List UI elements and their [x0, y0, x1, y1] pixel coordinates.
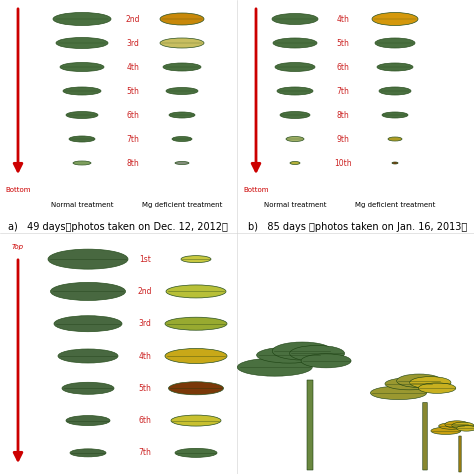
Text: Normal treatment: Normal treatment [51, 202, 113, 208]
Ellipse shape [431, 427, 461, 435]
Text: 4th: 4th [337, 15, 349, 24]
Text: 3rd: 3rd [127, 38, 139, 47]
Text: 6th: 6th [127, 110, 139, 119]
FancyBboxPatch shape [423, 402, 427, 470]
Ellipse shape [48, 249, 128, 269]
Ellipse shape [280, 111, 310, 118]
Text: Normal treatment: Normal treatment [264, 202, 326, 208]
Ellipse shape [397, 374, 442, 388]
Ellipse shape [166, 285, 226, 298]
Text: 5th: 5th [138, 384, 151, 393]
Ellipse shape [53, 12, 111, 26]
Ellipse shape [290, 162, 300, 164]
Ellipse shape [160, 13, 204, 25]
Text: 5th: 5th [127, 86, 139, 95]
Ellipse shape [70, 449, 106, 457]
Ellipse shape [371, 386, 427, 400]
Text: 10th: 10th [334, 158, 352, 167]
Ellipse shape [418, 383, 456, 393]
Ellipse shape [273, 38, 317, 48]
Ellipse shape [58, 349, 118, 363]
Ellipse shape [277, 87, 313, 95]
Ellipse shape [66, 111, 98, 118]
Text: b)   85 days （photos taken on Jan. 16, 2013）: b) 85 days （photos taken on Jan. 16, 201… [248, 222, 468, 232]
Ellipse shape [237, 358, 312, 376]
Text: 2nd: 2nd [126, 15, 140, 24]
Text: Bottom: Bottom [243, 187, 269, 193]
Ellipse shape [275, 63, 315, 72]
Ellipse shape [56, 37, 108, 48]
Text: 7th: 7th [127, 135, 139, 144]
Ellipse shape [377, 63, 413, 71]
Ellipse shape [272, 342, 332, 360]
Text: 6th: 6th [138, 416, 151, 425]
Ellipse shape [392, 162, 398, 164]
Ellipse shape [168, 382, 224, 395]
Text: Bottom: Bottom [5, 187, 31, 193]
Ellipse shape [163, 63, 201, 71]
Ellipse shape [372, 12, 418, 26]
Text: 6th: 6th [337, 63, 349, 72]
Text: Top: Top [12, 244, 24, 250]
Text: Mg deficient treatment: Mg deficient treatment [355, 202, 435, 208]
Text: 5th: 5th [337, 38, 349, 47]
Ellipse shape [165, 317, 227, 330]
Ellipse shape [69, 136, 95, 142]
Ellipse shape [301, 354, 351, 368]
Text: 3rd: 3rd [138, 319, 151, 328]
Ellipse shape [166, 88, 198, 94]
Text: 2nd: 2nd [138, 287, 152, 296]
Ellipse shape [171, 415, 221, 426]
Text: 9th: 9th [337, 135, 349, 144]
Text: a)   49 days（photos taken on Dec. 12, 2012）: a) 49 days（photos taken on Dec. 12, 2012… [8, 222, 228, 232]
Ellipse shape [290, 346, 345, 362]
Ellipse shape [73, 161, 91, 165]
FancyBboxPatch shape [459, 436, 461, 472]
Ellipse shape [175, 162, 189, 164]
Ellipse shape [66, 416, 110, 426]
Ellipse shape [54, 316, 122, 332]
Ellipse shape [172, 137, 192, 142]
Ellipse shape [160, 38, 204, 48]
Text: 7th: 7th [138, 448, 151, 457]
Ellipse shape [62, 383, 114, 394]
Ellipse shape [165, 348, 227, 364]
Ellipse shape [452, 422, 474, 428]
Ellipse shape [388, 137, 402, 141]
Ellipse shape [438, 423, 465, 429]
FancyBboxPatch shape [307, 380, 313, 470]
Ellipse shape [445, 421, 469, 428]
Text: Mg deficient treatment: Mg deficient treatment [142, 202, 222, 208]
Text: 8th: 8th [337, 110, 349, 119]
Ellipse shape [60, 63, 104, 72]
Text: 7th: 7th [337, 86, 349, 95]
Text: 4th: 4th [138, 352, 151, 361]
Text: 1st: 1st [139, 255, 151, 264]
Ellipse shape [379, 87, 411, 95]
Text: 4th: 4th [127, 63, 139, 72]
Text: 8th: 8th [127, 158, 139, 167]
Ellipse shape [175, 448, 217, 457]
Ellipse shape [382, 112, 408, 118]
Ellipse shape [410, 376, 451, 389]
Ellipse shape [375, 38, 415, 48]
Ellipse shape [169, 112, 195, 118]
Ellipse shape [272, 13, 318, 25]
Ellipse shape [286, 137, 304, 142]
Ellipse shape [51, 283, 126, 301]
Ellipse shape [385, 378, 434, 390]
Ellipse shape [181, 255, 211, 263]
Ellipse shape [456, 426, 474, 431]
Ellipse shape [63, 87, 101, 95]
Ellipse shape [256, 347, 322, 363]
